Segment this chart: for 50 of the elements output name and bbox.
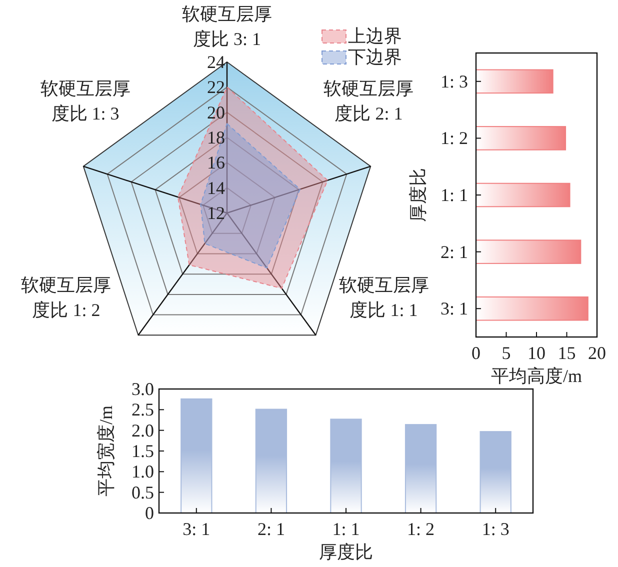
- bar: [255, 408, 288, 514]
- legend-label: 上边界: [348, 26, 402, 46]
- y-tick-label: 1: 3: [440, 71, 468, 92]
- y-tick-label: 1: 2: [440, 128, 468, 148]
- bar: [404, 424, 437, 514]
- x-tick-label: 1: 1: [332, 519, 360, 539]
- y-tick-label: 24: [207, 52, 225, 72]
- x-tick-label: 0: [472, 343, 480, 363]
- x-tick-label: 15: [558, 343, 576, 363]
- x-tick-label: 1: 2: [407, 519, 435, 539]
- bar: [476, 240, 582, 264]
- spoke-label: 软硬互层厚度比 1: 3: [40, 78, 130, 124]
- x-tick-label: 5: [502, 343, 511, 363]
- y-tick-label: 3: 1: [440, 298, 468, 319]
- x-tick-label: 1: 3: [482, 519, 510, 539]
- y-tick-label: 2.0: [132, 420, 154, 440]
- y-tick-label: 1: 1: [440, 185, 468, 205]
- bar: [476, 182, 570, 208]
- y-tick-label: 2: 1: [440, 242, 468, 262]
- y-axis-title: 平均宽度/m: [96, 405, 116, 497]
- bar: [180, 398, 212, 514]
- x-axis-title: 平均高度/m: [490, 366, 582, 386]
- y-tick-label: 3.0: [132, 379, 154, 399]
- bar: [480, 431, 512, 514]
- y-tick-label: 1.0: [132, 462, 154, 482]
- x-tick-label: 10: [528, 343, 546, 363]
- x-tick-label: 2: 1: [257, 519, 285, 539]
- spoke-label: 软硬互层厚度比 1: 2: [21, 275, 112, 320]
- bar: [330, 418, 362, 514]
- y-tick-label: 2.5: [132, 400, 154, 420]
- spoke-label: 软硬互层厚度比 3: 1: [182, 4, 272, 49]
- legend-label: 下边界: [348, 47, 402, 67]
- y-tick-label: 1.5: [132, 441, 154, 461]
- x-axis-title: 厚度比: [319, 542, 373, 562]
- y-tick-label: 14: [207, 178, 225, 198]
- y-tick-label: 20: [207, 102, 225, 122]
- bar: [476, 296, 588, 321]
- x-tick-label: 20: [588, 343, 606, 363]
- y-tick-label: 0.5: [132, 482, 154, 502]
- y-tick-label: 18: [207, 128, 225, 148]
- y-axis-title: 厚度比: [408, 168, 428, 222]
- bar: [476, 69, 554, 94]
- spoke-label: 软硬互层厚度比 2: 1: [324, 78, 414, 124]
- x-tick-label: 3: 1: [182, 519, 210, 539]
- y-tick-label: 16: [207, 152, 225, 173]
- bar: [476, 126, 566, 150]
- spoke-label: 软硬互层厚度比 1: 1: [338, 275, 429, 320]
- y-tick-label: 12: [207, 203, 225, 223]
- y-tick-label: 0: [145, 503, 154, 523]
- y-tick-label: 22: [207, 77, 225, 98]
